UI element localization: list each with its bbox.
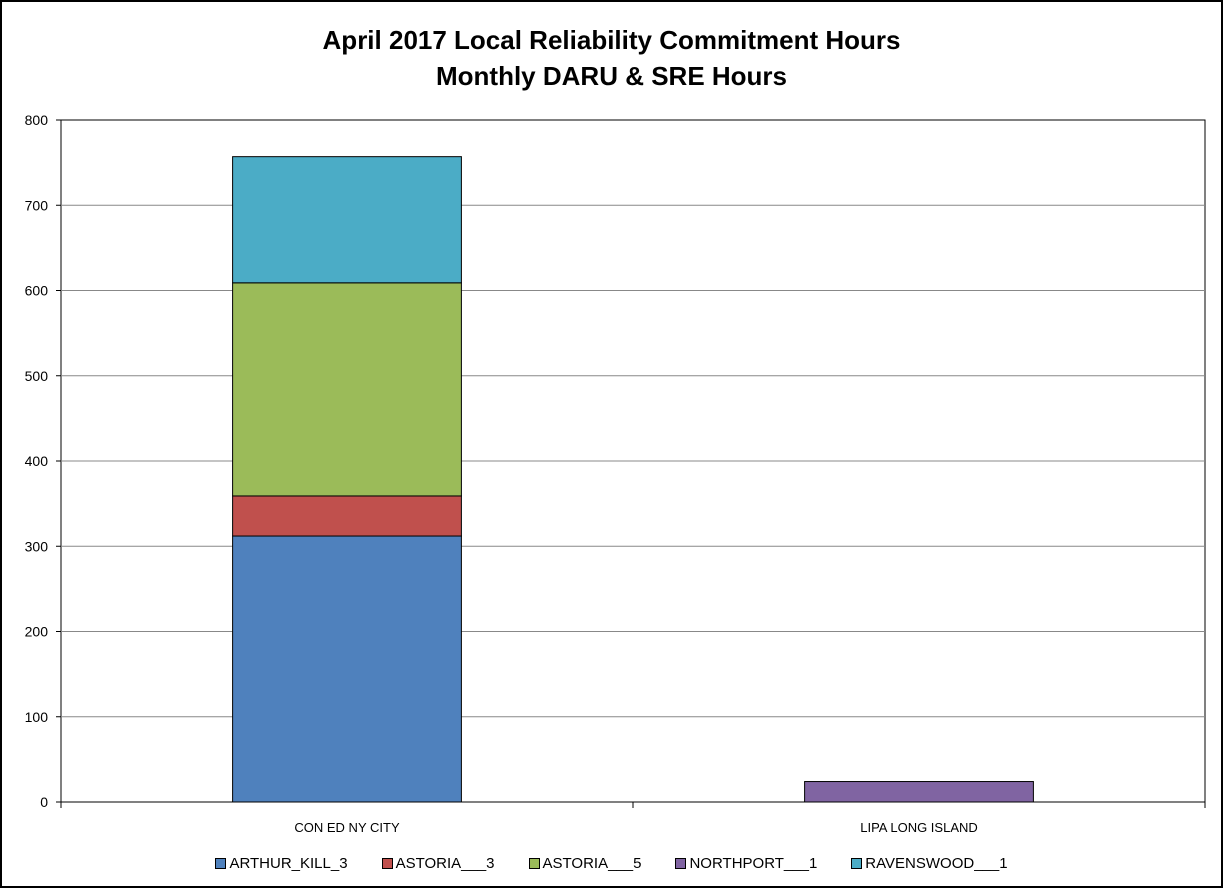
legend-item: ARTHUR_KILL_3 xyxy=(215,855,348,872)
chart-legend: ARTHUR_KILL_3 ASTORIA___3 ASTORIA___5 NORTH… xyxy=(0,855,1223,872)
legend-swatch xyxy=(528,858,540,869)
bar-segment-ravenswood-1 xyxy=(232,156,462,284)
y-tick-label: 500 xyxy=(25,368,49,384)
y-tick-label: 0 xyxy=(40,794,48,810)
bar-segment-northport-1 xyxy=(804,781,1034,803)
legend-item: ASTORIA___3 xyxy=(381,855,495,872)
legend-label: RAVENSWOOD___1 xyxy=(865,855,1008,872)
bar-segment-astoria-3 xyxy=(232,495,462,537)
y-tick-label: 800 xyxy=(25,112,49,128)
x-tick-label: CON ED NY CITY xyxy=(294,820,400,835)
y-tick-label: 200 xyxy=(25,624,49,640)
y-tick-label: 100 xyxy=(25,709,49,725)
y-tick-label: 300 xyxy=(25,538,49,554)
legend-label: ASTORIA___3 xyxy=(395,855,495,872)
chart-title-block: April 2017 Local Reliability Commitment … xyxy=(0,22,1223,94)
legend-swatch xyxy=(675,858,687,869)
legend-swatch xyxy=(851,858,863,869)
legend-label: ASTORIA___5 xyxy=(542,855,642,872)
legend-swatch xyxy=(381,858,393,869)
legend-item: RAVENSWOOD___1 xyxy=(851,855,1008,872)
legend-swatch xyxy=(215,858,227,869)
chart-subtitle: Monthly DARU & SRE Hours xyxy=(436,61,787,91)
y-tick-label: 600 xyxy=(25,283,49,299)
legend-item: NORTHPORT___1 xyxy=(675,855,817,872)
y-tick-label: 400 xyxy=(25,453,49,469)
bar-segment-arthur-kill-3 xyxy=(232,535,462,803)
x-tick-label: LIPA LONG ISLAND xyxy=(860,820,978,835)
legend-label: NORTHPORT___1 xyxy=(689,855,818,872)
chart-title: April 2017 Local Reliability Commitment … xyxy=(322,25,901,55)
y-tick-label: 700 xyxy=(25,197,49,213)
legend-label: ARTHUR_KILL_3 xyxy=(229,855,348,872)
legend-item: ASTORIA___5 xyxy=(528,855,642,872)
bar-segment-astoria-5 xyxy=(232,282,462,497)
